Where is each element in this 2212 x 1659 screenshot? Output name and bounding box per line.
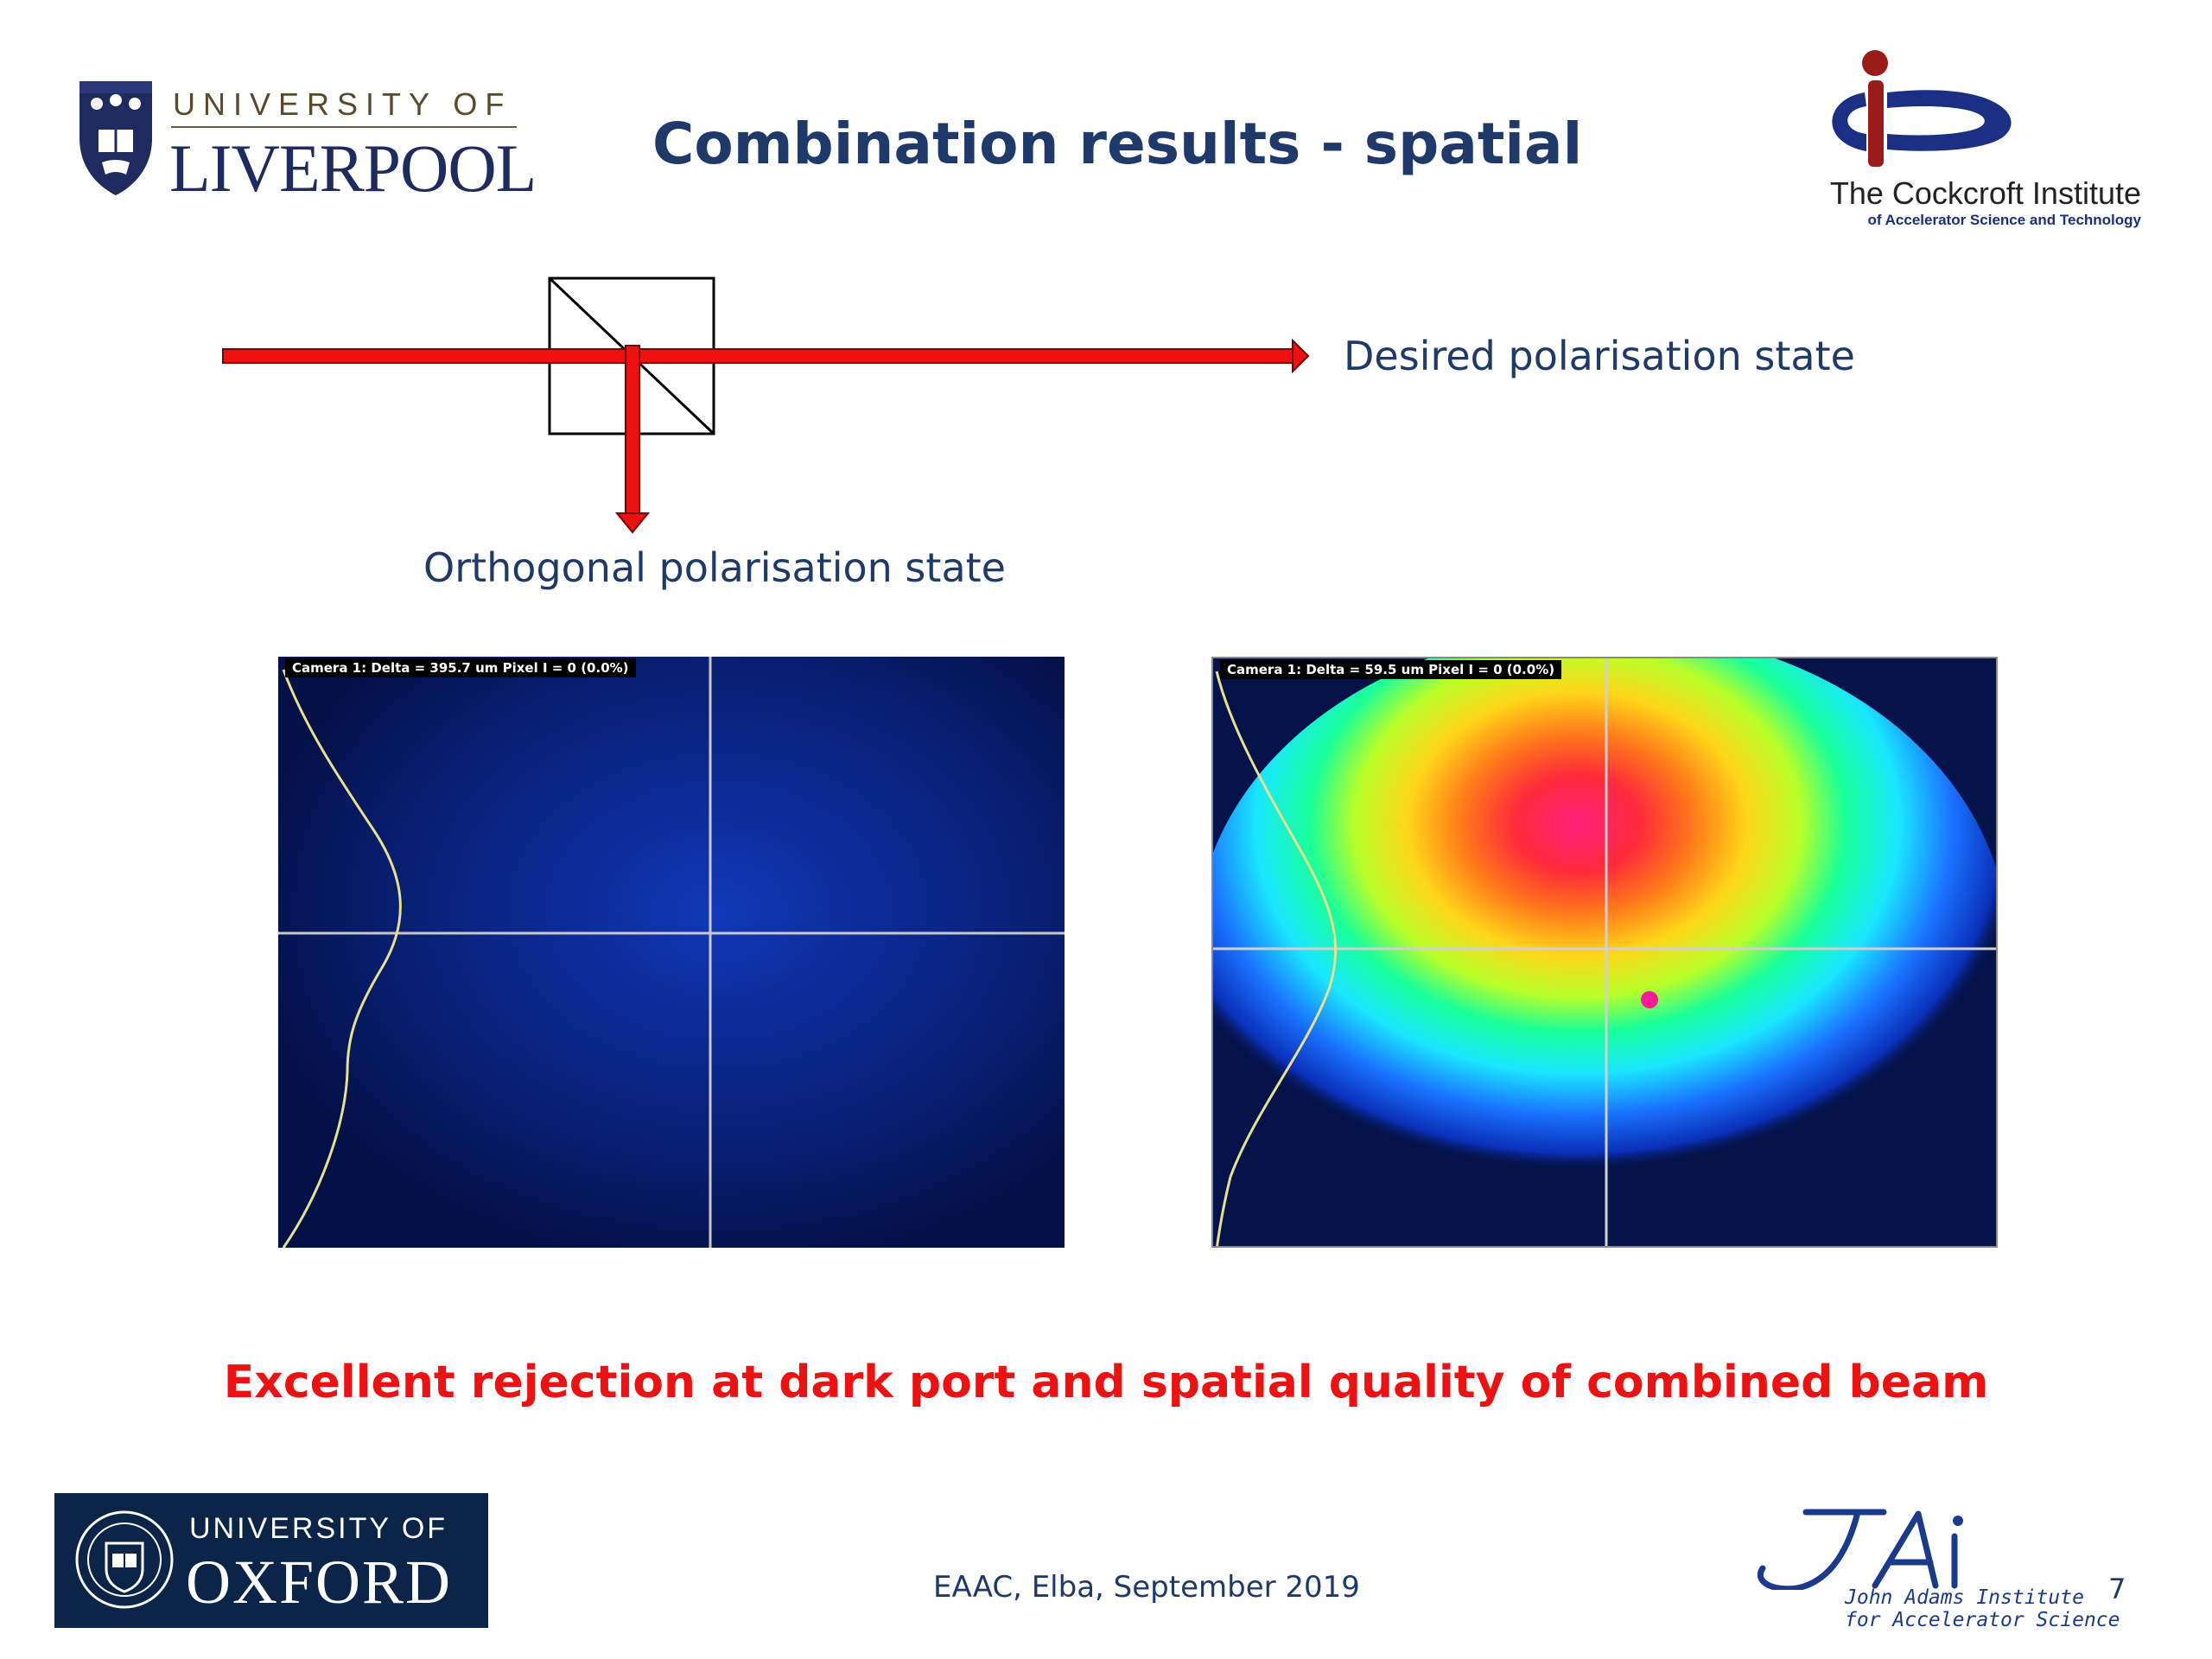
- jai-logo-line2: for Accelerator Science: [1845, 1609, 2120, 1631]
- liverpool-shield-icon: [79, 81, 152, 195]
- cockcroft-name: The Cockcroft Institute: [1829, 175, 2141, 211]
- liverpool-logo-rule: [171, 126, 517, 128]
- desired-polarisation-label: Desired polarisation state: [1344, 333, 1855, 379]
- camera-image-dark-port: Camera 1: Delta = 395.7 um Pixel I = 0 (…: [278, 657, 1065, 1248]
- beam-splitter-diagram: [222, 276, 1310, 534]
- oxford-logo-line2: OXFORD: [186, 1548, 453, 1617]
- orthogonal-polarisation-label: Orthogonal polarisation state: [423, 544, 1006, 591]
- slide-caption: Excellent rejection at dark port and spa…: [223, 1357, 1989, 1408]
- combined-beam-profile: [1213, 658, 1996, 1246]
- slide-footer: EAAC, Elba, September 2019: [933, 1570, 1360, 1605]
- vertical-profile-trace: [1215, 671, 1338, 1246]
- university-of-oxford-logo: UNIVERSITY OF OXFORD: [54, 1493, 488, 1628]
- john-adams-institute-logo: John Adams Institute for Accelerator Sci…: [1745, 1495, 2120, 1633]
- liverpool-logo-line1: UNIVERSITY OF: [173, 86, 512, 122]
- university-of-liverpool-logo: UNIVERSITY OF LIVERPOOL: [76, 78, 537, 207]
- dark-port-beam-profile: [278, 657, 1065, 1248]
- jai-emblem-icon: [1758, 1509, 1963, 1590]
- oxford-logo-line1: UNIVERSITY OF: [189, 1512, 448, 1545]
- orthogonal-beam-arrow: [614, 345, 651, 534]
- liverpool-logo-line2: LIVERPOOL: [169, 130, 537, 206]
- cockcroft-institute-logo: The Cockcroft Institute of Accelerator S…: [1815, 48, 2143, 233]
- oxford-crest-icon: [75, 1510, 174, 1609]
- page-number: 7: [2108, 1573, 2126, 1605]
- jai-logo-line1: John Adams Institute: [1845, 1586, 2084, 1609]
- camera-image-combined-beam: Camera 1: Delta = 59.5 um Pixel I = 0 (0…: [1211, 657, 1998, 1248]
- camera-label-right: Camera 1: Delta = 59.5 um Pixel I = 0 (0…: [1220, 660, 1562, 679]
- vertical-profile-trace: [282, 669, 402, 1248]
- camera-label-left: Camera 1: Delta = 395.7 um Pixel I = 0 (…: [285, 658, 636, 677]
- cockcroft-emblem-icon: [1832, 50, 2012, 167]
- slide-title: Combination results - spatial: [652, 111, 1583, 177]
- desired-beam-arrow: [222, 338, 1310, 374]
- cockcroft-subtitle: of Accelerator Science and Technology: [1867, 212, 2141, 228]
